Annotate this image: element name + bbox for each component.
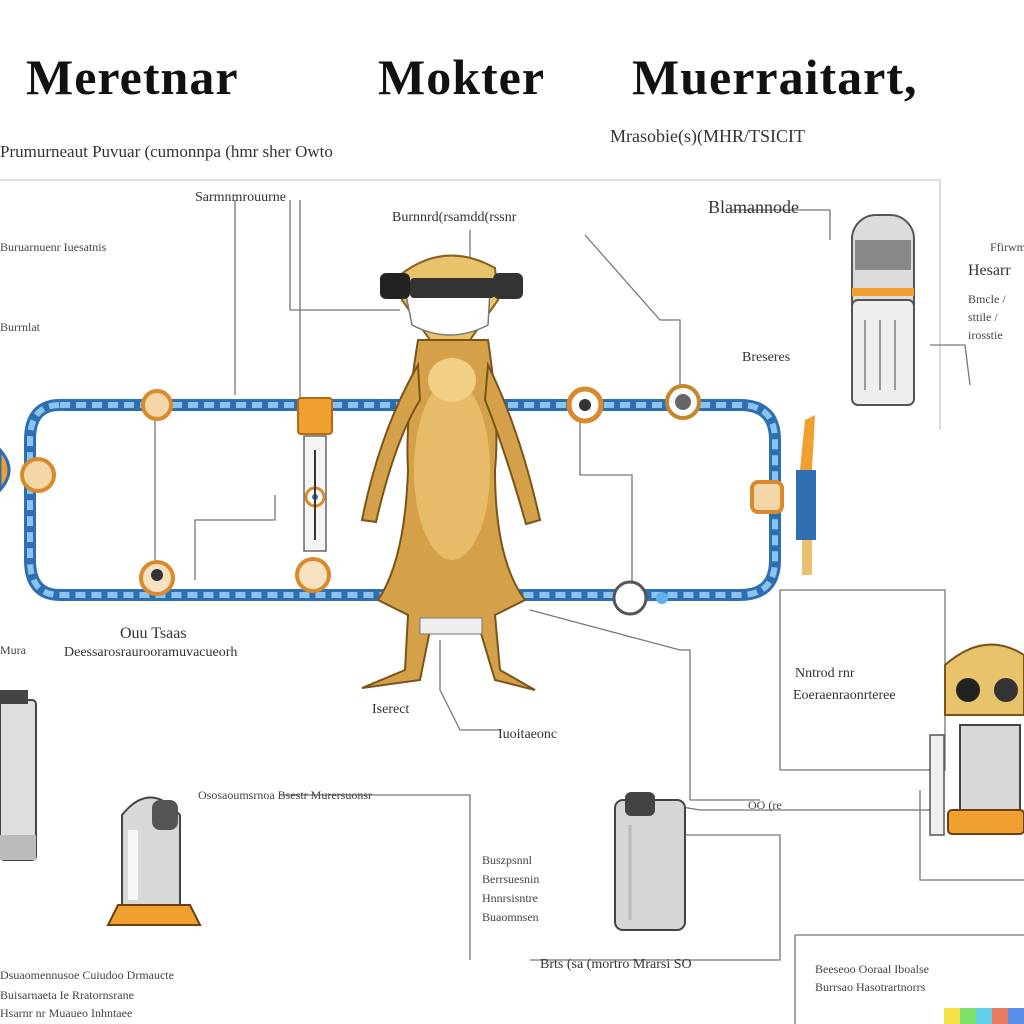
palette-swatch-5 [1008,1008,1024,1024]
valve-left [20,457,56,493]
subtitle-left: Prumurneaut Puvuar (cumonnpa (hmr sher O… [0,142,333,161]
gauge-bottom [612,580,668,616]
label-right-mid: OO (re [748,798,782,812]
label-stack-1: Buszpsnnl [482,853,533,867]
palette-swatch-1 [944,1008,960,1024]
title-word-3: Muerraitart, [632,49,918,105]
label-top-mid: Burnnrd(rsamdd(rssnr [392,210,517,225]
label-stack-2: Berrsuesnin [482,872,540,886]
gauge-top [665,384,701,420]
pipe-valves [20,384,784,616]
label-bottom-right-2: Burrsao Hasotrartnorrs [815,980,926,994]
label-right-box-b: Eoeraenraonrteree [793,688,896,703]
label-left-b: Burrnlat [0,320,40,334]
label-left-a: Buruarnuenr Iuesatnis [0,240,107,254]
label-mid-left-body: Deessarosraurooramuvacueorh [64,645,238,660]
pipe-loop [24,399,781,601]
mini-meerkat-robot [929,643,1024,836]
tank-left-edge [0,690,37,861]
column-unit [297,397,333,552]
valve-right [750,480,784,514]
leader-lines [154,200,1024,1024]
label-stack-3: Hnnrsisntre [482,891,538,905]
label-left-c: Mura [0,643,26,657]
meerkat-figure [360,254,542,691]
valve-bottom-left [139,560,175,596]
color-palette-strip [944,1008,1024,1024]
cylinder-top-right [851,214,915,406]
label-mid-center-b: Iuoitaeonc [498,727,558,742]
left-edge-gauge [0,447,11,493]
valve-top-right [566,386,604,424]
fan-unit [796,415,816,575]
label-mid-center: Iserect [372,702,410,717]
label-top-right: Blamannode [708,197,799,217]
label-right-b: Ffirwmna [990,240,1024,254]
goggle-right-icon [493,273,523,299]
label-right-a: Hesarr [968,262,1011,279]
label-bottom-left-3: Hsarnr nr Muaueo Inhntaee [0,1006,133,1020]
cylinder-center-bottom [614,792,686,931]
subtitle-right: Mrasobie(s)(MHR/TSICIT [610,126,805,146]
label-bottom-left-1: Dsuaomennusoe Cuiudoo Drmaucte [0,968,174,982]
label-bottom-left-2: Buisarnaeta Ie Rratornsrane [0,988,134,1002]
palette-swatch-2 [960,1008,976,1024]
palette-swatch-3 [976,1008,992,1024]
valve-bottom-mid [295,557,331,593]
label-stack-4: Buaomnsen [482,910,539,924]
cylinder-bottom-left [106,796,202,926]
label-bottom-center-head: Ososaoumsrnoa Bsestr Murersuonsr [198,788,372,802]
label-mid-left-head: Ouu Tsaas [120,625,187,642]
palette-swatch-4 [992,1008,1008,1024]
label-right-b2: Breseres [742,350,791,365]
label-bottom-center: Brts (sa (mortro Mrarsi SO [540,957,692,972]
label-right-box-a: Nntrod rnr [795,666,855,681]
label-bottom-right-1: Beeseoo Ooraal Iboalse [815,962,929,976]
title-word-1: Meretnar [26,49,239,105]
label-top-center: Sarmnmrouurne [195,190,286,205]
title-word-2: Mokter [378,49,546,105]
label-right-small: Bmcle / sttile / irosstie [968,292,1006,342]
goggle-left-icon [380,273,410,299]
valve-top-left [141,389,173,421]
